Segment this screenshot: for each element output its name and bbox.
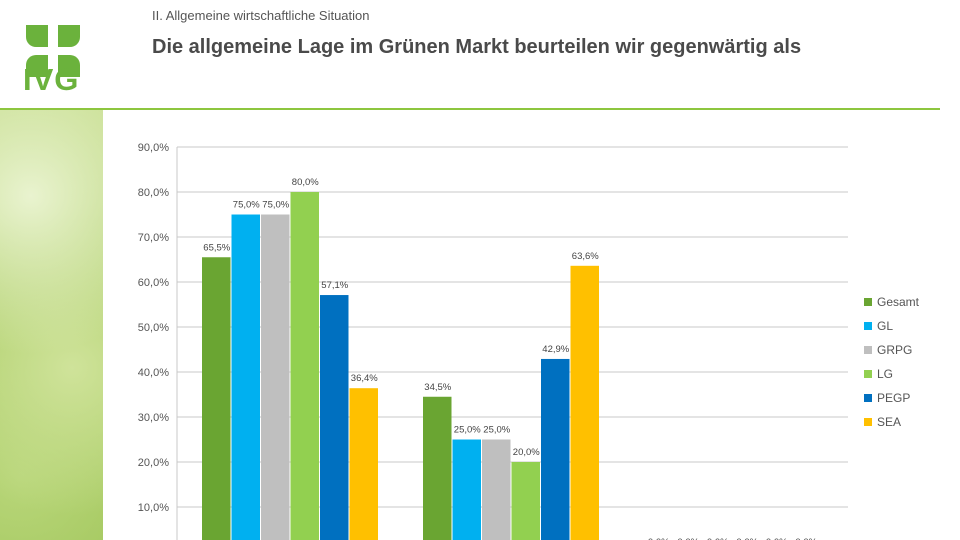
section-subtitle: II. Allgemeine wirtschaftliche Situation (152, 8, 370, 23)
data-label: 34,5% (424, 382, 451, 393)
legend-item-pegp: PEGP (864, 386, 919, 410)
legend-label: PEGP (877, 391, 911, 405)
legend-item-lg: LG (864, 362, 919, 386)
legend-item-gl: GL (864, 314, 919, 338)
legend-label: GRPG (877, 343, 913, 357)
legend-label: SEA (877, 415, 902, 429)
page-title: Die allgemeine Lage im Grünen Markt beur… (152, 36, 802, 58)
legend-swatch (864, 370, 872, 378)
data-label: 65,5% (203, 242, 230, 253)
y-tick-label: 20,0% (138, 457, 169, 469)
data-label: 36,4% (351, 373, 378, 384)
decorative-background (0, 110, 103, 540)
legend-swatch (864, 346, 872, 354)
data-label: 57,1% (321, 280, 348, 291)
bar-sea-2 (570, 265, 599, 540)
legend-item-gesamt: Gesamt (864, 290, 919, 314)
bar-gesamt-2 (423, 396, 452, 540)
logo-text: IVG (23, 62, 80, 97)
y-tick-label: 10,0% (138, 502, 169, 514)
data-label: 0,0% (736, 537, 758, 540)
data-label: 75,0% (233, 200, 260, 211)
legend-label: LG (877, 367, 894, 381)
chart-legend: Gesamt GL GRPG LG PEGP SEA (864, 290, 919, 434)
y-tick-label: 70,0% (138, 232, 169, 244)
bar-gl-2 (452, 439, 481, 540)
bar-gesamt-1 (202, 257, 231, 540)
data-label: 75,0% (262, 200, 289, 211)
data-label: 0,0% (766, 537, 788, 540)
bar-grpg-1 (261, 214, 290, 540)
logo-icon (26, 25, 80, 77)
y-tick-label: 90,0% (138, 142, 169, 154)
legend-swatch (864, 394, 872, 402)
header-divider (0, 108, 940, 110)
legend-label: Gesamt (877, 295, 920, 309)
data-label: 25,0% (454, 425, 481, 436)
data-label: 80,0% (292, 177, 319, 188)
bar-grpg-2 (482, 439, 511, 540)
legend-swatch (864, 298, 872, 306)
bar-lg-2 (511, 462, 540, 540)
data-label: 0,0% (795, 537, 817, 540)
data-label: 20,0% (513, 447, 540, 458)
bar-pegp-1 (320, 295, 349, 540)
data-label: 0,0% (677, 537, 699, 540)
legend-item-sea: SEA (864, 410, 919, 434)
legend-item-grpg: GRPG (864, 338, 919, 362)
bar-gl-1 (231, 214, 260, 540)
legend-label: GL (877, 319, 894, 333)
data-label: 0,0% (707, 537, 729, 540)
y-tick-label: 30,0% (138, 412, 169, 424)
y-tick-label: 80,0% (138, 187, 169, 199)
y-tick-label: 60,0% (138, 277, 169, 289)
bar-sea-1 (349, 388, 378, 540)
data-label: 0,0% (648, 537, 670, 540)
y-tick-label: 40,0% (138, 367, 169, 379)
data-label: 63,6% (572, 251, 599, 262)
y-tick-label: 50,0% (138, 322, 169, 334)
bar-pegp-2 (541, 358, 570, 540)
data-label: 42,9% (542, 344, 569, 355)
bar-lg-1 (290, 192, 319, 540)
data-label: 25,0% (483, 425, 510, 436)
legend-swatch (864, 418, 872, 426)
legend-swatch (864, 322, 872, 330)
bar-chart: 90,0% 80,0% 70,0% 60,0% 50,0% 40,0% 30,0% 20,0%… (138, 142, 848, 540)
